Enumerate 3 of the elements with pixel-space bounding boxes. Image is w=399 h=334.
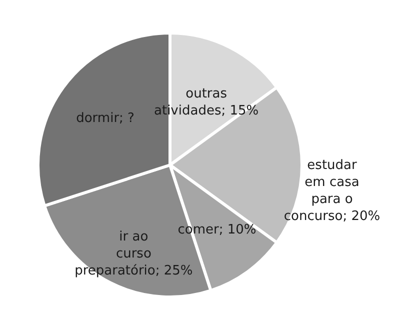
slice-label: outras atividades; 15%	[154, 86, 259, 119]
slice-label: dormir; ?	[76, 110, 134, 126]
slice-label: estudar em casa para o concurso; 20%	[284, 158, 380, 224]
